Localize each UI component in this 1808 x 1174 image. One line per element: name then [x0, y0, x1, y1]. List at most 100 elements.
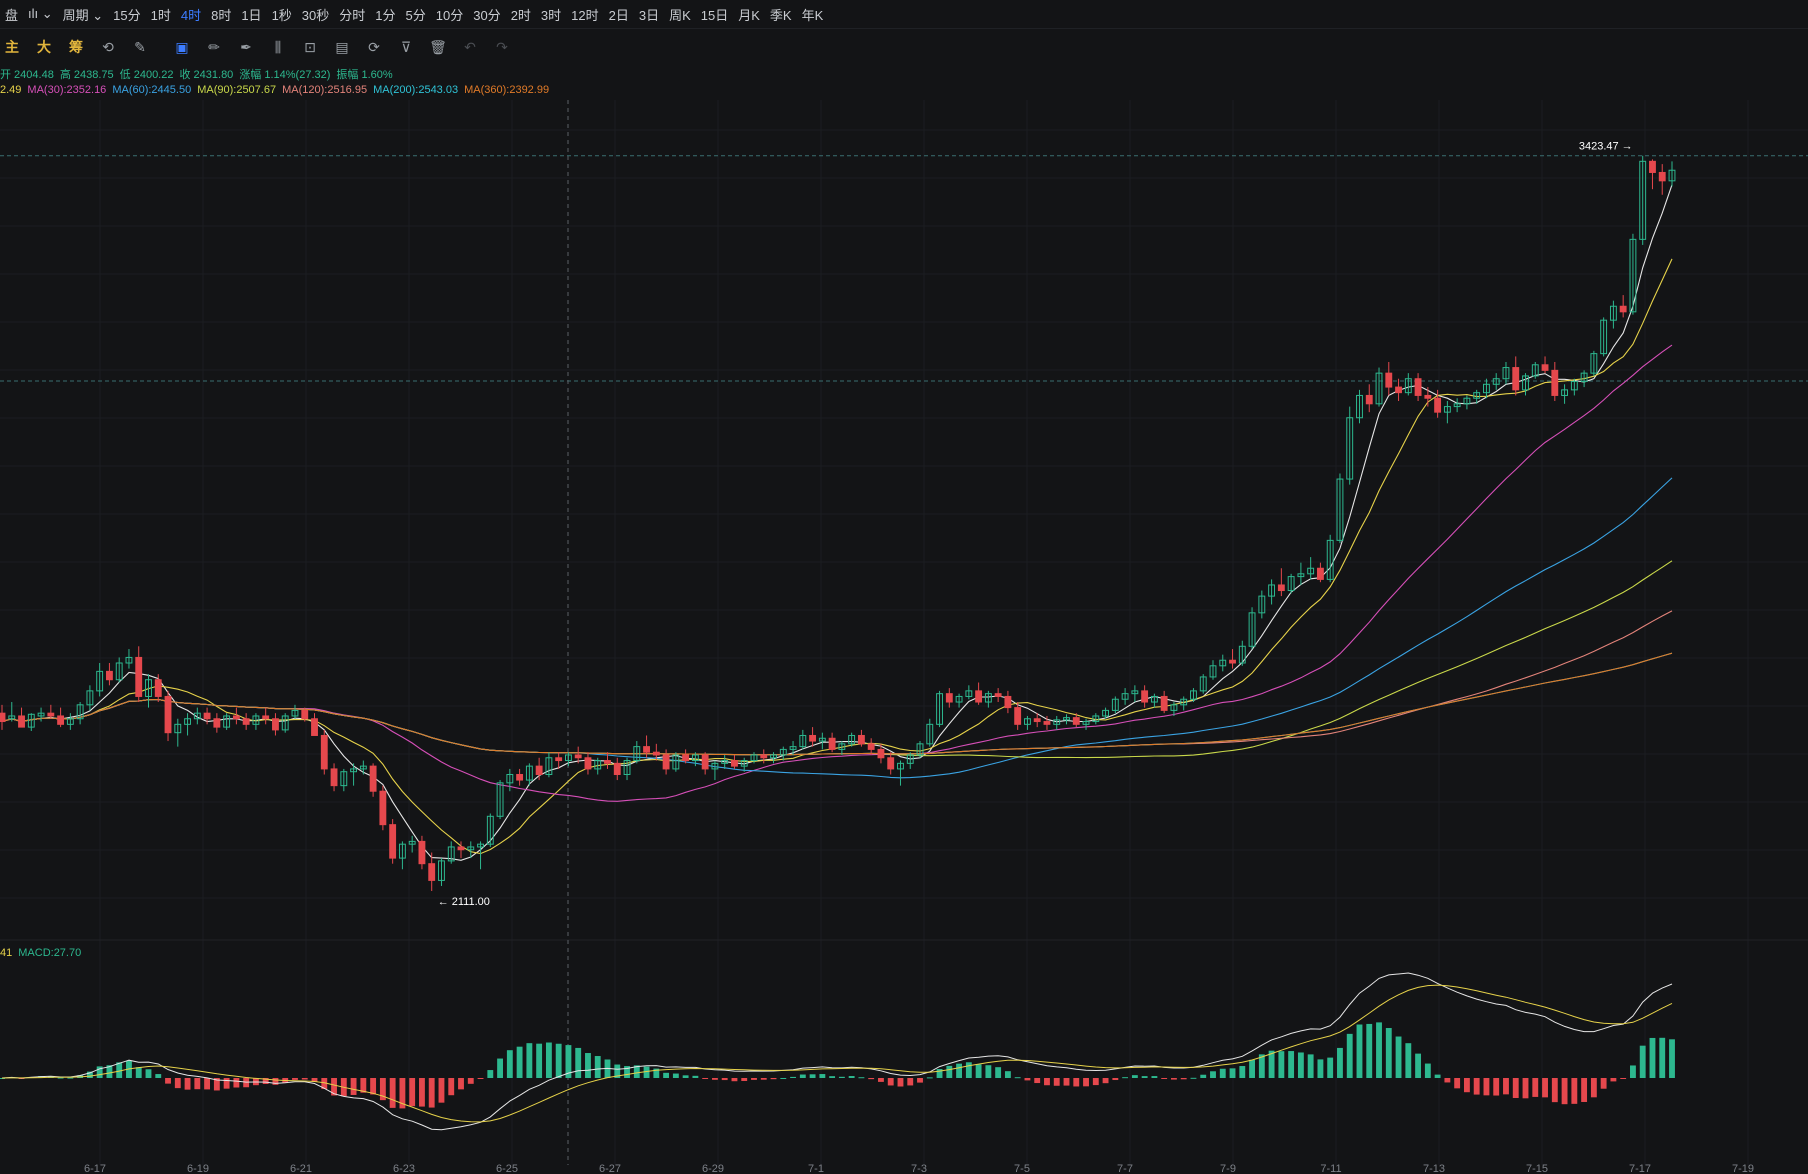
macd-bar	[858, 1077, 865, 1079]
tool-main[interactable]: 主	[5, 39, 19, 55]
candle	[389, 824, 397, 859]
pen-icon[interactable]: ✒	[240, 38, 252, 55]
candles-icon[interactable]: ⫼	[274, 38, 282, 55]
trash-icon[interactable]: 🗑	[429, 38, 447, 55]
macd-bar	[526, 1043, 533, 1078]
macd-bar	[1190, 1077, 1197, 1079]
tool-large[interactable]: 大	[37, 39, 51, 55]
candle	[1414, 378, 1422, 396]
macd-bar	[897, 1078, 904, 1087]
macd-bar	[487, 1070, 494, 1078]
timeframe-16[interactable]: 12时	[571, 7, 599, 23]
cursor-icon[interactable]: ▣	[175, 38, 189, 55]
timeframe-17[interactable]: 2日	[608, 7, 629, 23]
candle	[1209, 665, 1217, 678]
timeframe-15[interactable]: 3时	[540, 7, 562, 23]
candle	[86, 690, 94, 706]
timeframe-18[interactable]: 3日	[638, 7, 660, 23]
undo-icon[interactable]: ↶	[464, 38, 476, 55]
timeframe-9[interactable]: 分时	[339, 7, 366, 23]
candle	[467, 846, 475, 851]
candle	[1131, 690, 1139, 695]
timeframe-23[interactable]: 年K	[801, 7, 824, 23]
candle	[1541, 364, 1549, 371]
candle	[457, 846, 465, 851]
macd-bar	[67, 1077, 74, 1079]
macd-bar	[243, 1078, 250, 1088]
candle	[486, 815, 494, 845]
redo-icon[interactable]: ↷	[496, 38, 508, 55]
candle	[623, 760, 631, 775]
timeframe-3[interactable]: 1时	[150, 7, 171, 23]
ma-legend: 2.49 MA(30):2352.16 MA(60):2445.50 MA(90):2…	[0, 84, 555, 96]
refresh-icon[interactable]: ⟲	[102, 38, 114, 55]
timeframe-20[interactable]: 15日	[700, 7, 729, 23]
timeframe-0[interactable]: 盘	[5, 7, 19, 23]
macd-bar	[145, 1069, 152, 1078]
macd-bar	[1024, 1078, 1031, 1081]
candle	[1014, 707, 1022, 725]
macd-bar	[0, 1078, 5, 1079]
macd-bar	[350, 1078, 357, 1095]
macd-bar	[760, 1078, 767, 1080]
timeframe-8[interactable]: 30秒	[301, 7, 330, 23]
timeframe-2[interactable]: 15分	[113, 7, 141, 23]
candle	[848, 734, 856, 745]
timeframe-4[interactable]: 4时	[180, 7, 202, 23]
macd-bar	[1483, 1078, 1490, 1096]
macd-bar	[829, 1076, 836, 1078]
macd-bar	[213, 1078, 220, 1091]
macd-bar	[1288, 1051, 1295, 1078]
candle	[1580, 372, 1588, 383]
macd-bar	[1092, 1078, 1099, 1086]
candle	[662, 754, 670, 770]
macd-bar	[1571, 1078, 1578, 1104]
ma-line	[1, 184, 1673, 861]
timeframe-10[interactable]: 1分	[375, 7, 396, 23]
timeframe-21[interactable]: 月K	[738, 7, 760, 23]
timeframe-14[interactable]: 2时	[510, 7, 531, 23]
timeframe-1[interactable]: 周期 ⌄	[62, 7, 104, 23]
timeframe-7[interactable]: 1秒	[271, 7, 292, 23]
pencil-icon[interactable]: ✏	[208, 38, 220, 55]
macd-bar	[1239, 1066, 1246, 1078]
timeframe-13[interactable]: 30分	[473, 7, 501, 23]
filter-icon[interactable]: ⊽	[400, 38, 412, 55]
macd-bar	[565, 1045, 572, 1078]
candle	[545, 757, 553, 775]
ma-line	[1, 610, 1673, 756]
macd-bar	[204, 1078, 211, 1090]
macd-bar	[331, 1078, 337, 1096]
macd-bar	[780, 1077, 787, 1079]
macd-bar	[1512, 1078, 1519, 1099]
macd-bar	[194, 1078, 201, 1090]
macd-bar	[1161, 1078, 1168, 1079]
magnet-icon[interactable]: ⟳	[368, 38, 380, 55]
candle	[1043, 721, 1051, 725]
brush-icon[interactable]: ✎	[134, 38, 146, 55]
x-axis-label: 6-27	[599, 1163, 621, 1174]
layout-icon[interactable]: ▤	[335, 38, 349, 55]
timeframe-22[interactable]: 季K	[769, 7, 792, 23]
chart-type-icon[interactable]: ılı ⌄	[28, 6, 53, 21]
timeframe-19[interactable]: 周K	[669, 7, 691, 23]
lock-icon[interactable]: ⊡	[304, 38, 316, 55]
macd-bar	[311, 1078, 318, 1082]
candle	[105, 670, 113, 681]
timeframe-12[interactable]: 10分	[435, 7, 464, 23]
macd-bar	[1073, 1078, 1080, 1087]
macd-bar	[516, 1046, 523, 1078]
candle	[721, 760, 729, 764]
timeframe-5[interactable]: 8时	[211, 7, 232, 23]
tool-chips[interactable]: 筹	[69, 39, 83, 55]
macd-value: MACD:27.70	[18, 947, 82, 959]
macd-bar	[731, 1078, 738, 1082]
candle	[828, 737, 836, 750]
candle	[1258, 595, 1266, 614]
timeframe-6[interactable]: 1日	[241, 7, 262, 23]
macd-bar	[887, 1078, 894, 1086]
timeframe-11[interactable]: 5分	[405, 7, 426, 23]
macd-bar	[174, 1078, 181, 1089]
macd-bar	[1258, 1054, 1265, 1078]
